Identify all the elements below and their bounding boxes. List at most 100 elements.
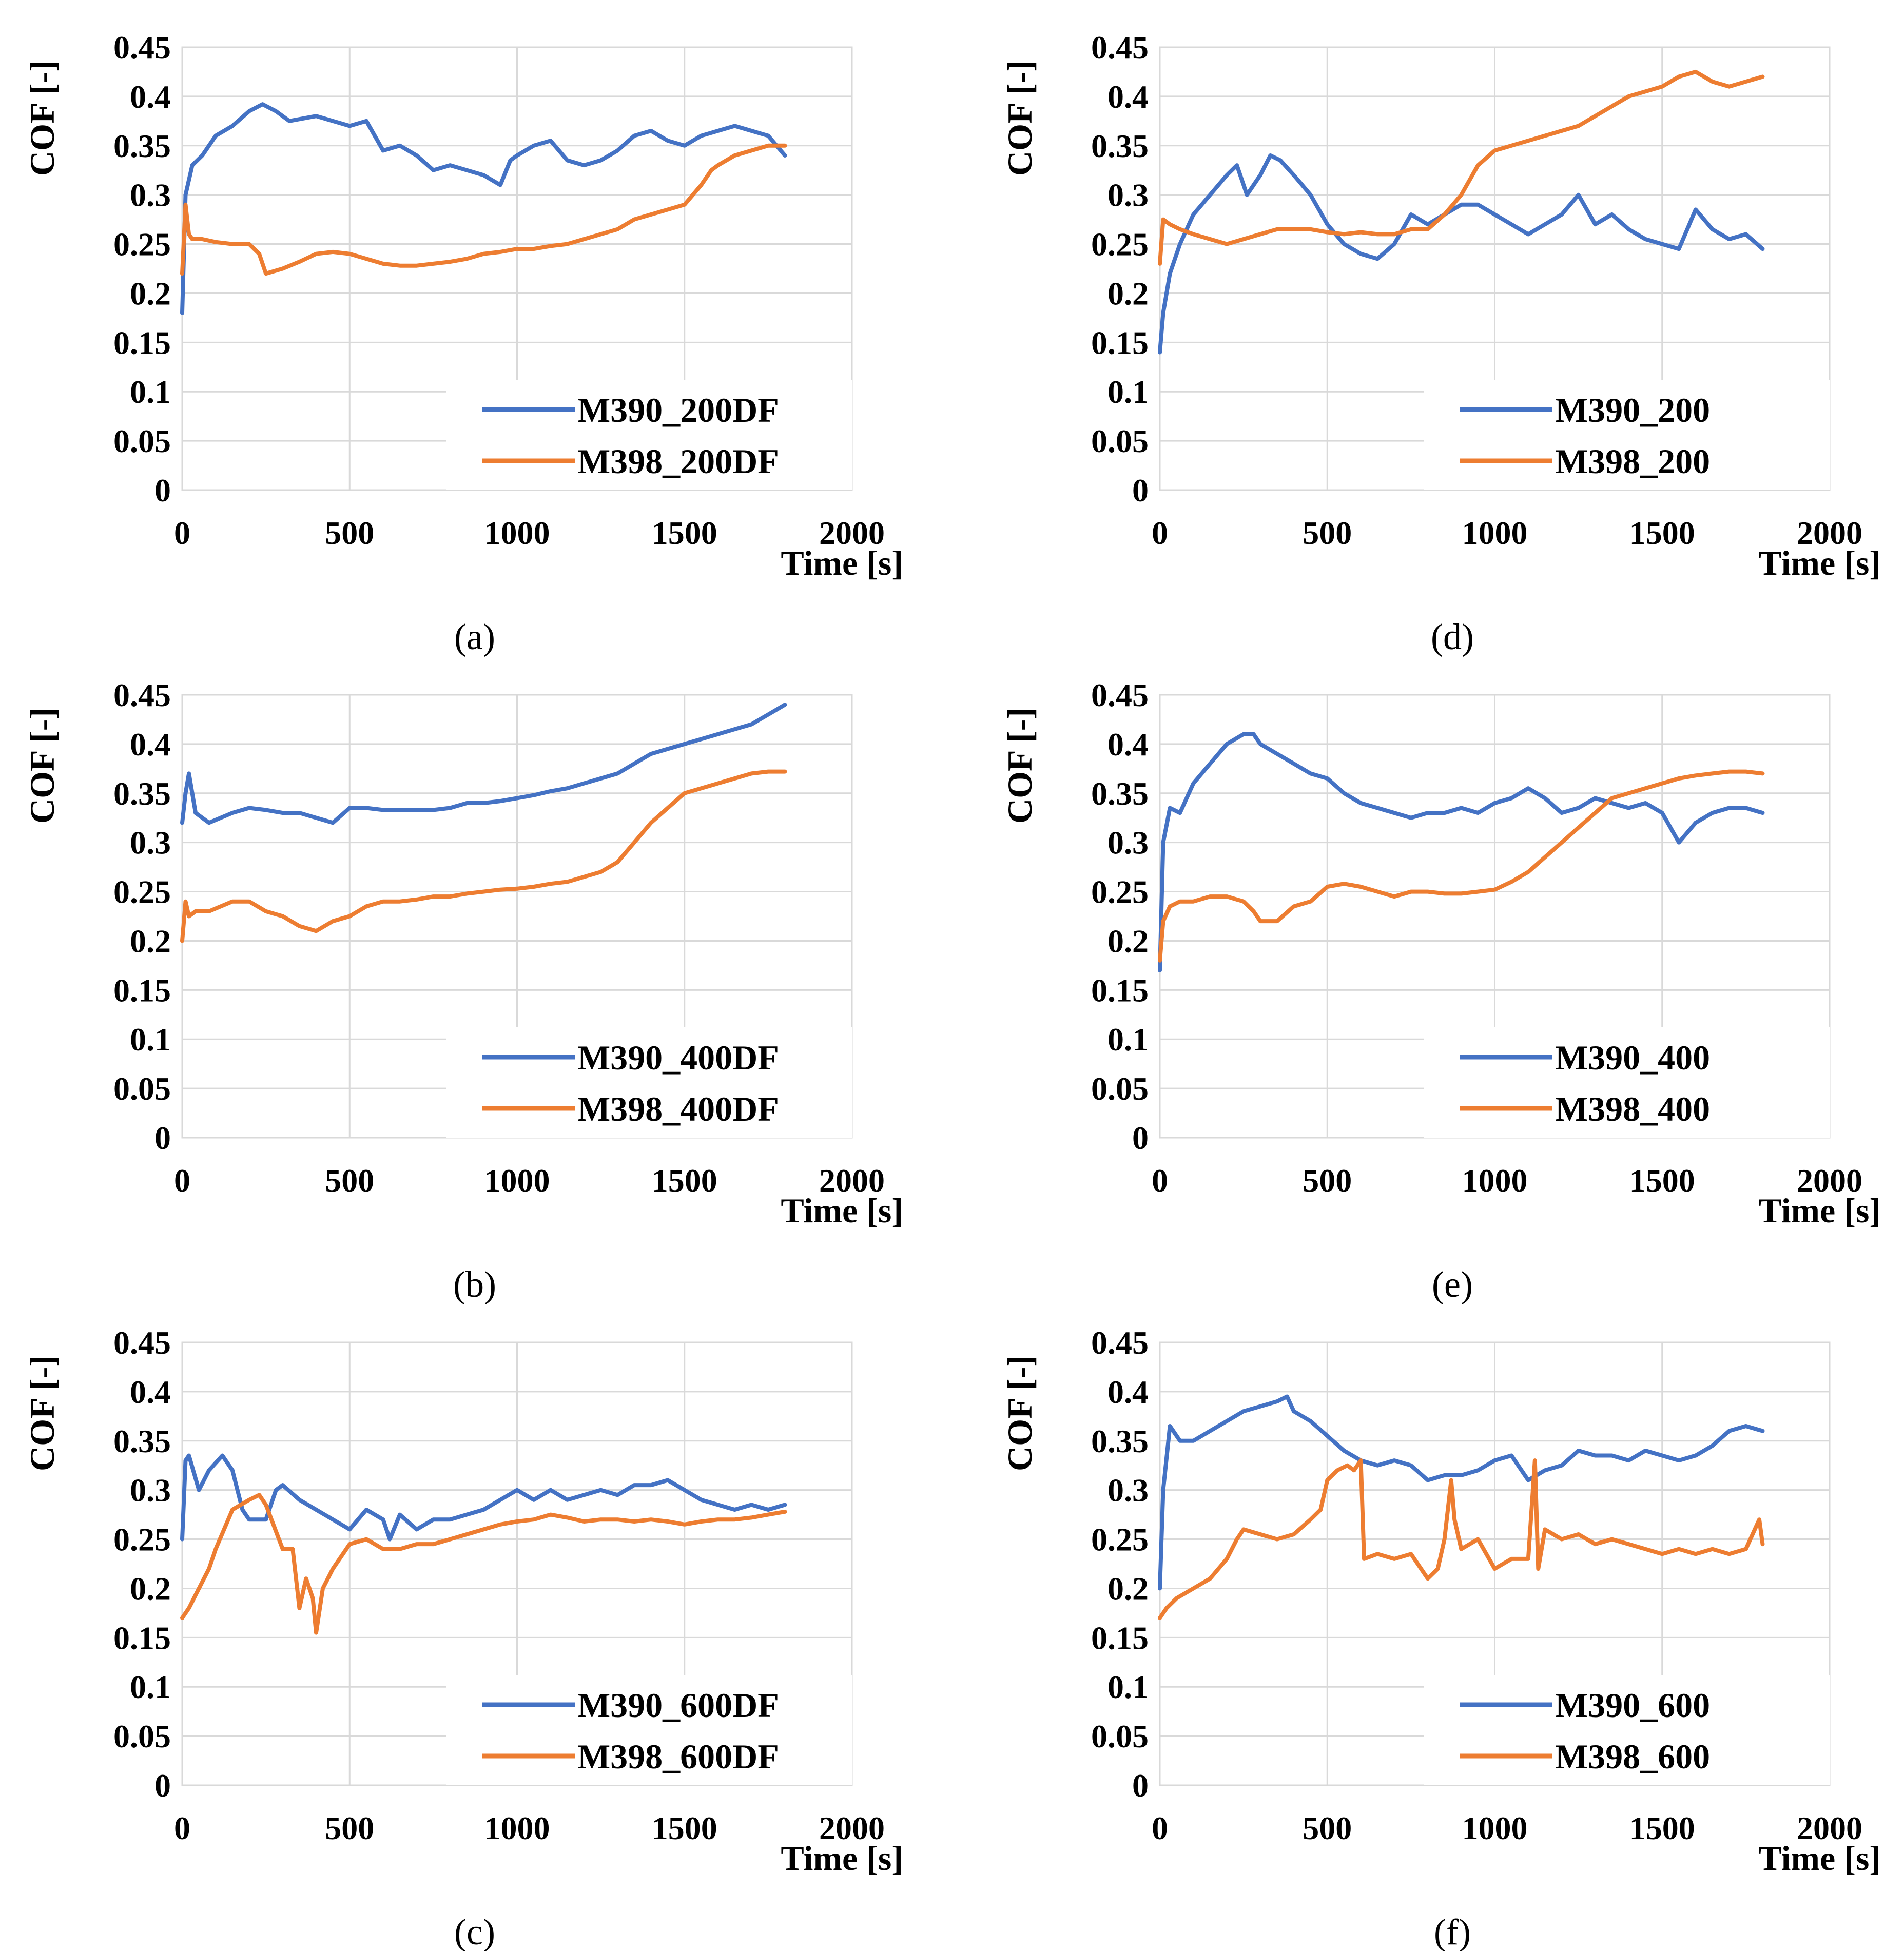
y-tick-label: 0.45 xyxy=(113,677,171,713)
y-axis-label: COF [-] xyxy=(23,708,62,824)
legend-label: M398_600 xyxy=(1555,1737,1710,1776)
x-tick-label: 2000 xyxy=(1797,1810,1862,1846)
x-tick-label: 1500 xyxy=(1629,515,1695,551)
y-tick-label: 0.35 xyxy=(1091,1423,1149,1459)
x-axis-label: Time [s] xyxy=(781,1191,903,1230)
x-tick-label: 2000 xyxy=(1797,515,1862,551)
y-tick-label: 0.3 xyxy=(130,177,171,213)
y-tick-label: 0.2 xyxy=(1108,923,1149,959)
legend-label: M398_600DF xyxy=(577,1737,779,1776)
x-axis-label: Time [s] xyxy=(1758,1191,1881,1230)
series-line-m398-400df xyxy=(180,769,787,943)
y-tick-label: 0.25 xyxy=(113,226,171,263)
x-axis-label: Time [s] xyxy=(781,1839,903,1878)
y-tick-label: 0.15 xyxy=(1091,324,1149,361)
x-tick-label: 0 xyxy=(174,1162,190,1199)
panel-b: (b) 0 0.05 0.1 0.15 0.2 0.25 0.3 0.35 0.4 0.45 0 50… xyxy=(23,677,903,1305)
x-tick-label: 1000 xyxy=(484,1162,550,1199)
x-tick-label: 2000 xyxy=(819,1162,885,1199)
x-tick-label: 1000 xyxy=(1462,515,1528,551)
caption-c: (c) xyxy=(454,1911,495,1951)
y-tick-label: 0.1 xyxy=(1108,374,1149,410)
y-tick-label: 0.1 xyxy=(130,1669,171,1705)
y-tick-label: 0 xyxy=(154,472,171,509)
series-line-m398-600df xyxy=(180,1493,787,1635)
x-tick-label: 2000 xyxy=(819,1810,885,1846)
y-tick-label: 0.25 xyxy=(1091,874,1149,910)
legend-label: M398_200 xyxy=(1555,442,1710,481)
series-line-m390-600df xyxy=(180,1453,787,1542)
panel-a: (a) 0 0.05 0.1 0.15 0.2 0.25 0.3 0.35 0.4 0.45 0 50… xyxy=(23,29,903,657)
series-line-m390-600 xyxy=(1158,1394,1765,1591)
y-tick-label: 0.1 xyxy=(1108,1669,1149,1705)
caption-e: (e) xyxy=(1432,1264,1473,1305)
x-tick-label: 1500 xyxy=(1629,1810,1695,1846)
y-tick-label: 0.15 xyxy=(1091,1620,1149,1656)
legend-label: M398_200DF xyxy=(577,442,779,481)
x-tick-label: 1000 xyxy=(1462,1162,1528,1199)
y-tick-label: 0.25 xyxy=(113,874,171,910)
y-tick-label: 0.15 xyxy=(113,324,171,361)
y-tick-label: 0.45 xyxy=(1091,1324,1149,1361)
y-axis-label: COF [-] xyxy=(23,1355,62,1471)
series-line-m398-600 xyxy=(1158,1458,1765,1620)
y-tick-label: 0.05 xyxy=(113,1718,171,1754)
y-tick-label: 0 xyxy=(1132,1767,1149,1804)
legend-label: M390_400 xyxy=(1555,1038,1710,1077)
y-tick-label: 0.05 xyxy=(113,1070,171,1107)
y-tick-label: 0.4 xyxy=(1108,79,1149,115)
x-tick-label: 0 xyxy=(1152,515,1168,551)
y-tick-label: 0 xyxy=(1132,472,1149,509)
y-tick-label: 0.45 xyxy=(1091,677,1149,713)
y-tick-label: 0.35 xyxy=(113,128,171,164)
y-tick-label: 0.2 xyxy=(1108,275,1149,311)
y-tick-label: 0.45 xyxy=(113,1324,171,1361)
legend-label: M390_200DF xyxy=(577,391,779,430)
y-tick-label: 0.1 xyxy=(130,374,171,410)
legend xyxy=(1424,1027,1830,1138)
panel-c: (c) 0 0.05 0.1 0.15 0.2 0.25 0.3 0.35 0.4 0.45 0 50… xyxy=(23,1324,903,1951)
y-tick-label: 0.25 xyxy=(1091,226,1149,263)
x-tick-label: 500 xyxy=(325,515,374,551)
y-tick-label: 0.4 xyxy=(1108,726,1149,763)
y-tick-label: 0.05 xyxy=(1091,423,1149,459)
x-tick-label: 1500 xyxy=(652,515,717,551)
x-tick-label: 0 xyxy=(1152,1162,1168,1199)
x-tick-label: 0 xyxy=(1152,1810,1168,1846)
x-tick-label: 1500 xyxy=(1629,1162,1695,1199)
y-axis-label: COF [-] xyxy=(1000,60,1039,176)
x-tick-label: 0 xyxy=(174,515,190,551)
y-tick-label: 0.45 xyxy=(1091,29,1149,66)
legend xyxy=(446,380,852,490)
x-axis-label: Time [s] xyxy=(781,543,903,582)
series-line-m390-200df xyxy=(180,102,787,315)
caption-a: (a) xyxy=(454,616,495,657)
x-tick-label: 1500 xyxy=(652,1162,717,1199)
y-tick-label: 0.3 xyxy=(1108,177,1149,213)
y-tick-label: 0.4 xyxy=(130,726,171,763)
y-tick-label: 0.35 xyxy=(1091,128,1149,164)
series-line-m390-200 xyxy=(1158,153,1765,355)
y-tick-label: 0.4 xyxy=(1108,1374,1149,1410)
x-tick-label: 0 xyxy=(174,1810,190,1846)
x-tick-label: 500 xyxy=(325,1162,374,1199)
y-axis-label: COF [-] xyxy=(1000,708,1039,824)
caption-f: (f) xyxy=(1434,1911,1471,1951)
panel-e: (e) 0 0.05 0.1 0.15 0.2 0.25 0.3 0.35 0.4 0.45 0 50… xyxy=(1000,677,1881,1305)
legend-label: M398_400DF xyxy=(577,1089,779,1128)
legend-label: M390_200 xyxy=(1555,391,1710,430)
legend-label: M390_600DF xyxy=(577,1686,779,1725)
series-line-m398-400 xyxy=(1158,769,1765,963)
x-tick-label: 1000 xyxy=(484,1810,550,1846)
y-tick-label: 0.2 xyxy=(130,1570,171,1607)
series-line-m390-400df xyxy=(180,703,787,825)
y-tick-label: 0.35 xyxy=(113,1423,171,1459)
y-tick-label: 0.4 xyxy=(130,79,171,115)
y-tick-label: 0.2 xyxy=(130,923,171,959)
legend xyxy=(446,1675,852,1785)
panel-d: (d) 0 0.05 0.1 0.15 0.2 0.25 0.3 0.35 0.4 0.45 0 50… xyxy=(1000,29,1881,657)
x-axis-label: Time [s] xyxy=(1758,1839,1881,1878)
x-tick-label: 1000 xyxy=(1462,1810,1528,1846)
legend xyxy=(1424,1675,1830,1785)
